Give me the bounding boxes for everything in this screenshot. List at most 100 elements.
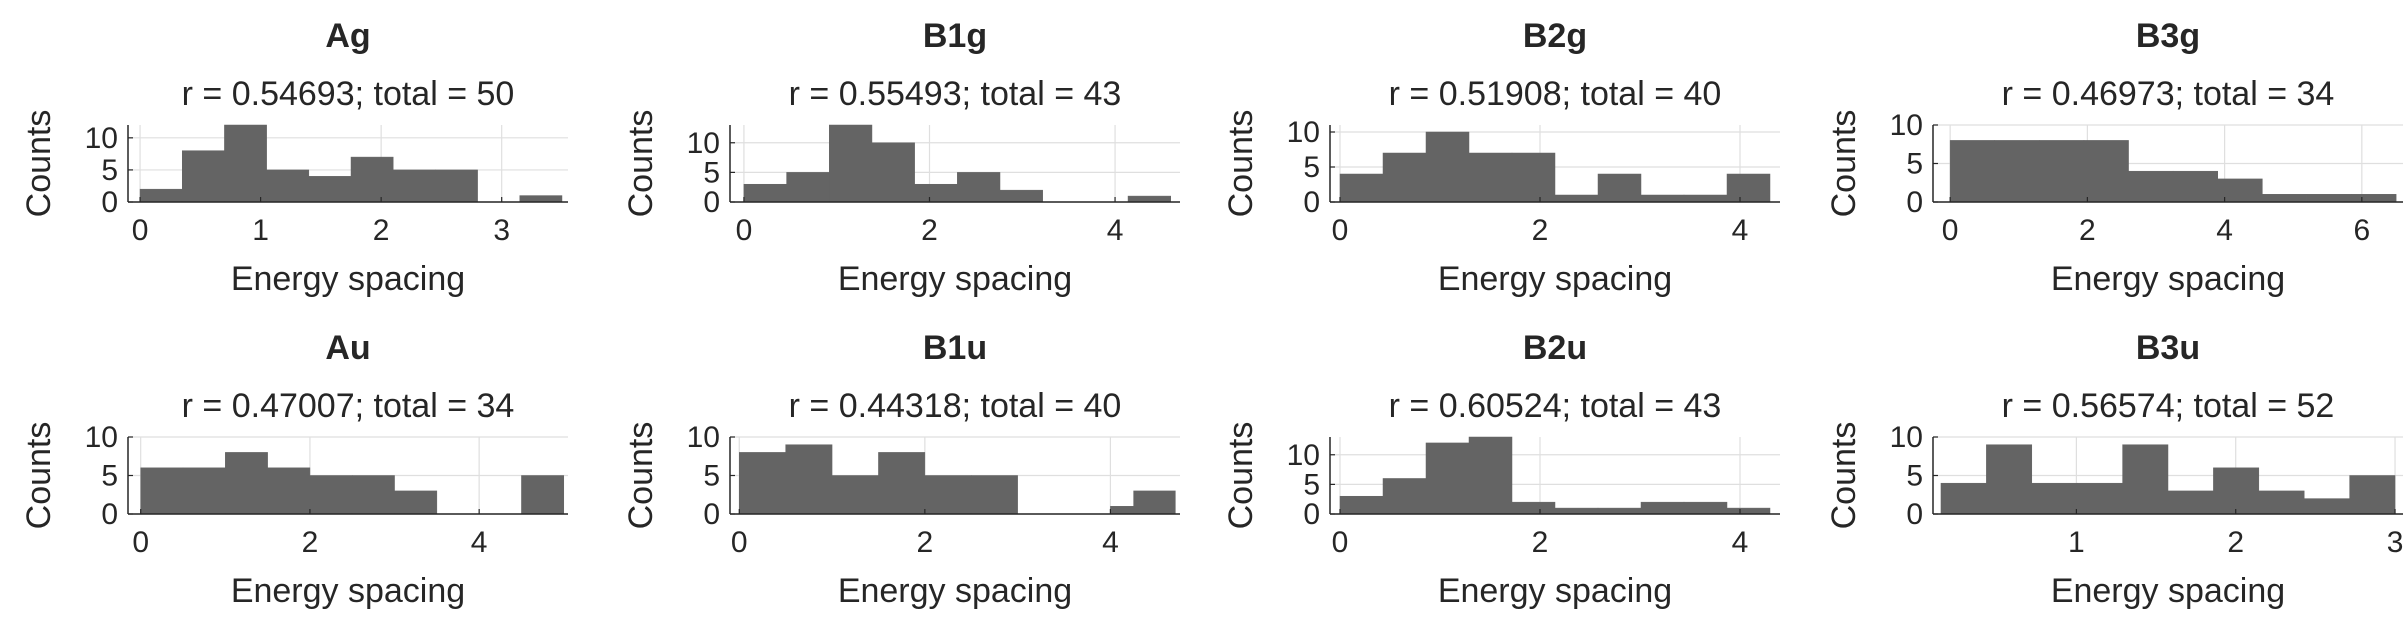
histogram-bar: [435, 169, 478, 203]
histogram-bar: [2351, 194, 2397, 203]
y-tick-label: 5: [1906, 460, 1923, 493]
y-tick-label: 5: [703, 156, 720, 189]
x-tick-label: 0: [1332, 526, 1349, 559]
histogram-bar: [1726, 507, 1771, 515]
x-tick-label: 3: [2387, 526, 2403, 559]
x-tick-label: 0: [132, 214, 149, 247]
x-tick-label: 2: [1532, 214, 1549, 247]
x-tick-label: 0: [731, 526, 748, 559]
histogram-bar: [1382, 478, 1427, 515]
histogram-bar: [1425, 131, 1470, 203]
x-tick-label: 1: [252, 214, 269, 247]
panel-title: B3u: [2136, 329, 2200, 367]
x-tick-label: 2: [302, 526, 319, 559]
x-tick-label: 3: [493, 214, 510, 247]
y-tick-label: 0: [703, 498, 720, 531]
panel-title: B3g: [2136, 17, 2200, 55]
x-tick-label: 4: [1732, 526, 1749, 559]
y-axis-label: Counts: [20, 422, 58, 530]
histogram-bar: [999, 189, 1043, 203]
y-tick-label: 10: [1890, 109, 1923, 142]
panel-subtitle: r = 0.51908; total = 40: [1389, 75, 1722, 113]
histogram-bar: [2122, 444, 2169, 515]
y-tick-label: 0: [1303, 498, 1320, 531]
x-axis-label: Energy spacing: [2051, 260, 2285, 298]
x-tick-label: 4: [1732, 214, 1749, 247]
x-axis-label: Energy spacing: [838, 260, 1072, 298]
histogram-bar: [2213, 467, 2260, 515]
histogram-bar: [871, 142, 915, 203]
panel-title: Ag: [325, 17, 370, 55]
panel-title: B2g: [1523, 17, 1587, 55]
y-tick-label: 5: [703, 460, 720, 493]
histogram-bar: [1425, 442, 1470, 515]
histogram-bar: [1640, 501, 1685, 515]
x-tick-label: 4: [2216, 214, 2233, 247]
histogram-bar: [394, 490, 438, 515]
panel-title: Au: [325, 329, 370, 367]
histogram-bar: [1133, 490, 1176, 515]
x-tick-label: 6: [2353, 214, 2370, 247]
histogram-bar: [2258, 490, 2305, 515]
x-tick-label: 2: [921, 214, 938, 247]
histogram-bar: [1986, 444, 2033, 515]
x-axis-label: Energy spacing: [2051, 572, 2285, 610]
x-tick-label: 2: [373, 214, 390, 247]
histogram-bar: [1597, 507, 1642, 515]
histogram-bar: [1726, 173, 1771, 203]
y-tick-label: 0: [1906, 186, 1923, 219]
histogram-bar: [521, 475, 565, 515]
histogram-bar: [1554, 194, 1599, 203]
y-axis-label: Counts: [1825, 422, 1863, 530]
histogram-bar: [2349, 475, 2396, 515]
histogram-bar: [181, 150, 225, 203]
histogram-bar: [914, 183, 958, 203]
histogram-bar: [2076, 482, 2123, 515]
panel-b3u: B3u r = 0.56574; total = 52 1 2 3 0 5 10 Energy …: [1825, 329, 2403, 610]
y-tick-label: 0: [1906, 498, 1923, 531]
histogram-bar: [831, 475, 879, 515]
histogram-bar: [1994, 140, 2040, 203]
histogram-bar: [2128, 170, 2174, 203]
histogram-bar: [519, 195, 563, 203]
histogram-bar: [308, 176, 352, 203]
y-tick-label: 10: [85, 122, 118, 155]
x-axis-label: Energy spacing: [1438, 260, 1672, 298]
histogram-bar: [878, 452, 926, 515]
x-tick-label: 2: [917, 526, 934, 559]
y-axis-label: Counts: [20, 110, 58, 218]
histogram-bar: [224, 124, 267, 203]
panel-title: B1u: [923, 329, 987, 367]
histogram-bar: [350, 156, 394, 203]
y-tick-label: 0: [1303, 186, 1320, 219]
x-tick-label: 4: [1102, 526, 1119, 559]
y-tick-label: 5: [1906, 148, 1923, 181]
y-tick-label: 0: [101, 498, 118, 531]
histogram-bar: [1949, 140, 1996, 203]
histogram-bar: [1683, 194, 1728, 203]
x-tick-label: 2: [2227, 526, 2244, 559]
panel-subtitle: r = 0.55493; total = 43: [789, 75, 1122, 113]
y-tick-label: 10: [687, 127, 720, 160]
histogram-bar: [924, 475, 972, 515]
histogram-bar: [2031, 482, 2078, 515]
histogram-bar: [1511, 501, 1556, 515]
x-tick-label: 1: [2068, 526, 2085, 559]
histogram-bar: [309, 475, 353, 515]
x-tick-label: 0: [1942, 214, 1959, 247]
histogram-bar: [1683, 501, 1728, 515]
histogram-bar: [2039, 140, 2085, 203]
x-tick-label: 4: [1107, 214, 1124, 247]
histogram-bar: [2306, 194, 2352, 203]
x-tick-label: 2: [2079, 214, 2096, 247]
histogram-bar: [351, 475, 395, 515]
panel-subtitle: r = 0.47007; total = 34: [182, 387, 515, 425]
x-tick-label: 0: [736, 214, 753, 247]
x-tick-label: 0: [1332, 214, 1349, 247]
panel-title: B2u: [1523, 329, 1587, 367]
